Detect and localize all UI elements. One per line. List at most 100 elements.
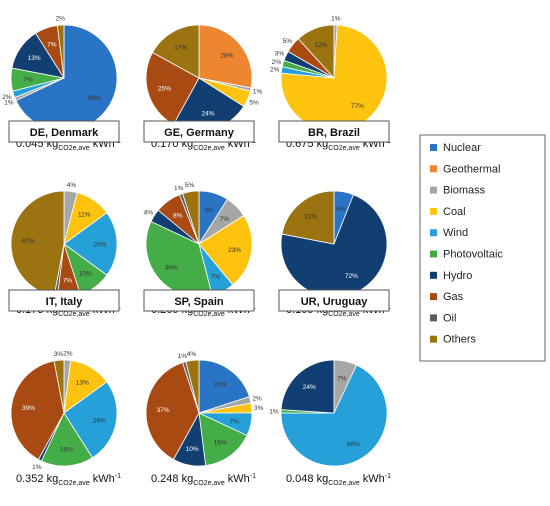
slice-label-wind: 68% — [347, 441, 360, 448]
slice-label-wind: 7% — [211, 274, 221, 281]
legend-label: Geothermal — [443, 163, 500, 175]
pie-slice-others — [281, 190, 335, 245]
pie-slice-others — [53, 359, 65, 414]
slice-label-hydro: 10% — [186, 446, 199, 453]
legend-swatch — [430, 293, 437, 301]
legend-item-geothermal: Geothermal — [430, 163, 500, 175]
slice-label-biomass: 7% — [220, 216, 230, 223]
legend-label: Photovoltaic — [443, 249, 503, 261]
pie-title: DE, Denmark — [8, 120, 120, 143]
pie-slice-wind — [280, 364, 388, 467]
slice-label-photovoltaic: 16% — [60, 447, 73, 454]
legend-label: Oil — [443, 312, 456, 324]
legend-label: Coal — [443, 206, 466, 218]
slice-label-others: 12% — [314, 42, 327, 49]
pie-title-text: SP, Spain — [174, 296, 224, 308]
slice-label-geothermal: 28% — [220, 53, 233, 60]
slice-label-oil: 1% — [178, 353, 188, 360]
legend-item-wind: Wind — [430, 227, 468, 239]
slice-label-biomass: 4% — [67, 182, 77, 189]
pie-slice-gas — [145, 362, 200, 460]
pie-slice-others — [297, 24, 335, 80]
legend: Nuclear Geothermal Biomass Coal Wind Photovol… — [419, 134, 546, 362]
legend-item-photovoltaic: Photovoltaic — [430, 249, 503, 261]
slice-label-gas: 7% — [47, 42, 57, 49]
slice-label-others: 2% — [55, 16, 65, 23]
pie-title-box — [278, 120, 390, 143]
slice-label-hydro: 1% — [32, 464, 42, 471]
legend-swatch — [430, 314, 437, 322]
slice-label-biomass: 2% — [252, 396, 262, 403]
slice-label-hydro: 24% — [303, 384, 316, 391]
slice-label-oil: 1% — [174, 185, 184, 192]
emission-value: 0.248 kgCO2e,ave kWh-1 — [151, 473, 256, 487]
pie-title-text: BR, Brazil — [308, 127, 360, 139]
slice-label-coal: 5% — [249, 99, 259, 106]
legend-swatch — [430, 186, 437, 194]
slice-label-hydro: 24% — [201, 110, 214, 117]
slice-label-others: 5% — [185, 182, 195, 189]
pie-title: UR, Uruguay — [278, 289, 390, 312]
slice-label-gas: 25% — [158, 86, 171, 93]
slice-label-others: 47% — [22, 238, 35, 245]
pie-panel-sp: SP, Spain 20% 2% 3% 7% 16% 10% 37% 1% 4% 0.248 kgC… — [143, 289, 264, 487]
legend-label: Others — [443, 334, 477, 346]
slice-label-photovoltaic: 1% — [269, 409, 279, 416]
slice-label-gas: 37% — [157, 407, 170, 414]
slice-label-coal: 3% — [254, 405, 264, 412]
pie-panel-ur: UR, Uruguay 7% 68% 1% 24% 0.048 kgCO2e,ave kW… — [269, 289, 391, 487]
slice-label-coal: 11% — [78, 212, 91, 219]
slice-label-hydro: 13% — [28, 55, 41, 62]
pie-panel-it: IT, Italy 2% 13% 26% 16% 1% 39% 3% 0.352 kgCO2e,… — [8, 289, 121, 487]
pie-title: SP, Spain — [143, 289, 255, 312]
slice-label-nuclear: 68% — [88, 95, 101, 102]
pie-title-box — [143, 289, 255, 312]
pie-title-box — [8, 120, 120, 143]
legend-label: Biomass — [443, 185, 486, 197]
legend-item-hydro: Hydro — [430, 270, 472, 282]
slice-label-coal: 23% — [228, 247, 241, 254]
slice-label-coal: 13% — [76, 380, 89, 387]
pie-slice-wind — [63, 212, 118, 276]
slice-label-gas: 5% — [283, 38, 293, 45]
pie-title-text: GE, Germany — [164, 127, 235, 139]
pie-title-text: IT, Italy — [46, 296, 84, 308]
legend-label: Nuclear — [443, 142, 481, 154]
slice-label-photovoltaic: 36% — [165, 265, 178, 272]
legend-item-others: Others — [430, 334, 477, 346]
slice-label-wind: 2% — [2, 94, 12, 101]
pie-slice-photovoltaic — [198, 412, 248, 467]
slice-label-others: 3% — [54, 351, 64, 358]
legend-swatch — [430, 144, 437, 151]
slice-label-nuclear: 9% — [204, 207, 214, 214]
slice-label-biomass: 1% — [253, 89, 263, 96]
pie-title: IT, Italy — [8, 289, 120, 312]
legend-label: Gas — [443, 291, 464, 303]
pie-title-box — [143, 120, 255, 143]
legend-swatch — [430, 165, 437, 173]
slice-label-photovoltaic: 10% — [79, 271, 92, 278]
pie-slice-others — [10, 190, 65, 297]
pie-slice-others — [182, 190, 200, 245]
legend-swatch — [430, 207, 437, 215]
pie-title-box — [278, 289, 390, 312]
legend-label: Wind — [443, 227, 468, 239]
slice-label-biomass: 2% — [63, 351, 73, 358]
slice-label-gas: 8% — [173, 212, 183, 219]
pie-title-box — [8, 289, 120, 312]
slice-label-gas: 7% — [63, 277, 73, 284]
pie-panel-fr: FR, France68%1%2%7%13%7%2%0.045 kgCO2e,a… — [2, 16, 121, 152]
slice-label-hydro: 3% — [275, 50, 285, 57]
slice-label-nuclear: 20% — [214, 381, 227, 388]
legend-item-biomass: Biomass — [430, 185, 486, 197]
slice-label-photovoltaic: 7% — [23, 77, 33, 84]
legend-item-nuclear: Nuclear — [430, 142, 481, 154]
slice-label-photovoltaic: 16% — [214, 440, 227, 447]
pie-title-text: DE, Denmark — [30, 127, 99, 139]
pie-slice-photovoltaic — [40, 412, 93, 467]
pie-slice-coal — [198, 215, 253, 286]
slice-label-biomass: 1% — [4, 99, 14, 106]
slice-label-hydro: 72% — [345, 273, 358, 280]
